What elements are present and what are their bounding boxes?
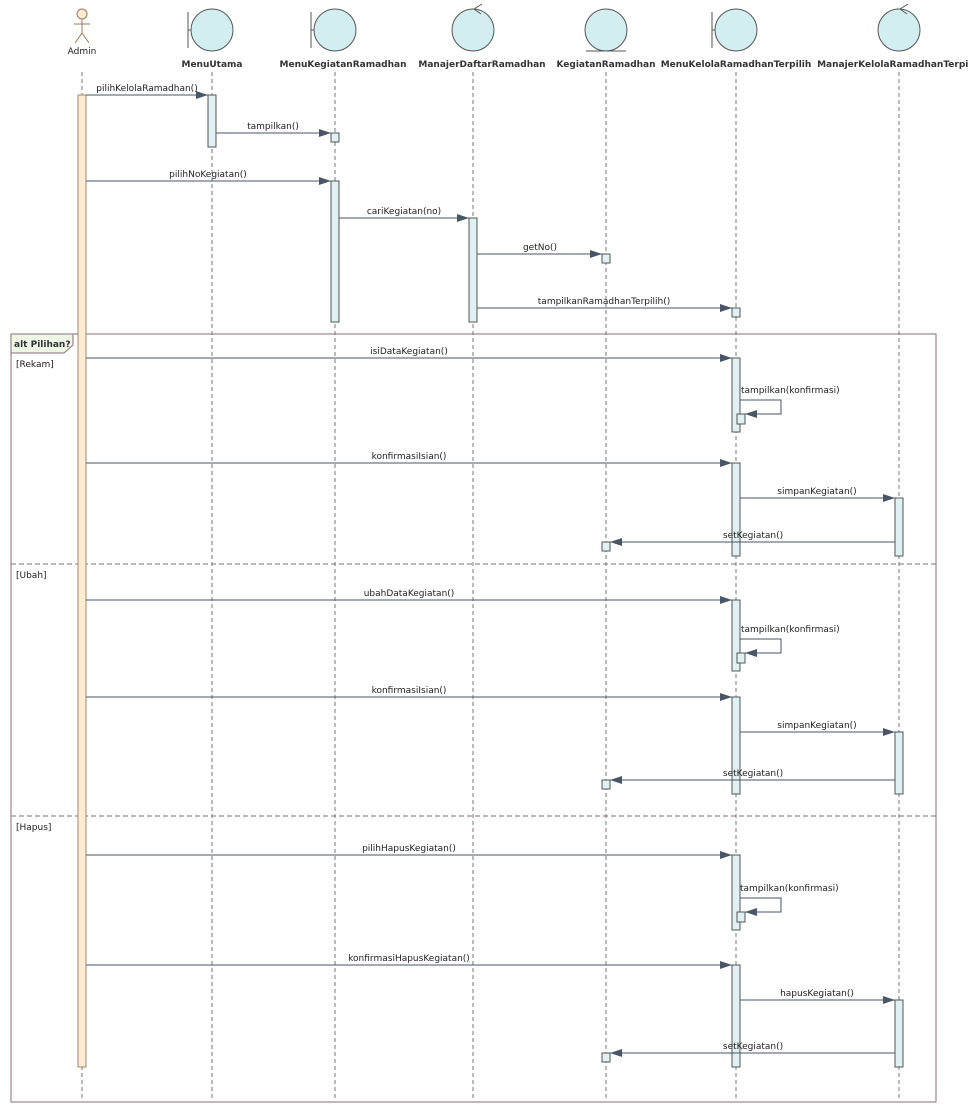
message-label: simpanKegiatan() (777, 721, 856, 731)
participant-kegiatanramadhan: KegiatanRamadhan (556, 8, 656, 70)
participant-menukegiatanramadhan: MenuKegiatanRamadhan (280, 8, 407, 70)
activation-bar (731, 357, 741, 433)
message-label: pilihKelolaRamadhan() (96, 84, 197, 94)
message-label: tampilkan(konfirmasi) (741, 386, 840, 396)
message-label: hapusKegiatan() (780, 989, 854, 999)
message-label: konfirmasiHapusKegiatan() (348, 954, 470, 964)
activation-bar (736, 911, 746, 923)
message: getNo() (477, 243, 602, 258)
message: simpanKegiatan() (740, 487, 895, 502)
guard-rekam: [Rekam] (16, 360, 54, 370)
boundary-icon (187, 8, 234, 52)
activation-bar (736, 413, 746, 425)
participant-manajerdaftarramadhan: ManajerDaftarRamadhan (418, 3, 546, 70)
activation-bar (731, 854, 741, 931)
fragment-tab (10, 333, 74, 354)
message: ubahDataKegiatan() (86, 589, 732, 604)
self-message: tampilkan(konfirmasi) (740, 884, 839, 916)
participant-admin: Admin (68, 8, 97, 57)
message-label: setKegiatan() (723, 531, 783, 541)
activation-bar (894, 731, 904, 795)
message-label: tampilkan(konfirmasi) (740, 884, 839, 894)
activation-bar (601, 541, 611, 552)
message-label: setKegiatan() (723, 1042, 783, 1052)
message-label: tampilkan() (247, 122, 299, 132)
participant-label: MenuUtama (181, 60, 242, 70)
message-label: ubahDataKegiatan() (364, 589, 455, 599)
activations (77, 94, 904, 1068)
message-label: cariKegiatan(no) (367, 207, 441, 217)
boundary-icon (711, 8, 758, 52)
participant-label: KegiatanRamadhan (556, 60, 655, 70)
participant-menukelolaramadhanterpilih: MenuKelolaRamadhanTerpilih (661, 8, 812, 70)
message-label: setKegiatan() (723, 769, 783, 779)
entity-icon (584, 8, 628, 52)
actor-icon (74, 8, 90, 44)
message: pilihKelolaRamadhan() (86, 84, 208, 99)
activation-bar (731, 964, 741, 1068)
message-label: pilihNoKegiatan() (169, 170, 247, 180)
participant-label: MenuKegiatanRamadhan (280, 60, 407, 70)
alt-fragment: alt Pilihan? [Rekam] [Ubah] [Hapus] (10, 333, 937, 1103)
message: setKegiatan() (610, 769, 895, 784)
activation-bar (731, 696, 741, 795)
message: setKegiatan() (610, 1042, 895, 1057)
message-label: konfirmasiIsian() (372, 686, 447, 696)
message-label: pilihHapusKegiatan() (362, 844, 456, 854)
activation-bar (894, 497, 904, 557)
fragment-frame (10, 333, 937, 1103)
message: konfirmasiIsian() (86, 452, 732, 467)
self-message: tampilkan(konfirmasi) (740, 625, 840, 657)
message-label: konfirmasiIsian() (372, 452, 447, 462)
boundary-icon (310, 8, 357, 52)
messages: pilihKelolaRamadhan() tampilkan() pilihN… (86, 84, 895, 1057)
message-label: tampilkan(konfirmasi) (741, 625, 840, 635)
message: hapusKegiatan() (740, 989, 895, 1004)
participant-label: Admin (68, 47, 97, 57)
message: pilihNoKegiatan() (86, 170, 331, 185)
activation-bar (468, 217, 478, 323)
message: isiDataKegiatan() (86, 347, 732, 362)
message: konfirmasiHapusKegiatan() (86, 954, 732, 969)
participant-label: ManajerKelolaRamadhanTerpilih (817, 60, 969, 70)
message: setKegiatan() (610, 531, 895, 546)
activation-bar (601, 1052, 611, 1063)
activation-bar (731, 307, 741, 318)
activation-bar (601, 253, 611, 264)
activation-bar (894, 999, 904, 1068)
self-message: tampilkan(konfirmasi) (740, 386, 840, 418)
participant-manajerkelolaramadhanterpilih: ManajerKelolaRamadhanTerpilih (817, 3, 969, 70)
activation-bar (731, 599, 741, 672)
message: simpanKegiatan() (740, 721, 895, 736)
control-icon (451, 3, 495, 52)
guard-hapus: [Hapus] (16, 823, 51, 833)
activation-bar (731, 462, 741, 557)
message: cariKegiatan(no) (339, 207, 469, 222)
activation-bar (207, 94, 217, 148)
participant-menuutama: MenuUtama (181, 8, 243, 70)
guard-ubah: [Ubah] (16, 571, 47, 581)
message-label: simpanKegiatan() (777, 487, 856, 497)
message: pilihHapusKegiatan() (86, 844, 732, 859)
lifelines (81, 72, 900, 1100)
activation-bar (736, 652, 746, 664)
participant-label: MenuKelolaRamadhanTerpilih (661, 60, 812, 70)
message: tampilkan() (216, 122, 331, 137)
activation-bar (601, 779, 611, 790)
message: tampilkanRamadhanTerpilih() (477, 297, 732, 312)
message-label: isiDataKegiatan() (370, 347, 448, 357)
message-label: tampilkanRamadhanTerpilih() (538, 297, 670, 307)
fragment-label: alt Pilihan? (14, 340, 71, 350)
activation-bar (330, 132, 340, 143)
activation-bar (330, 180, 340, 323)
control-icon (877, 3, 921, 52)
message: konfirmasiIsian() (86, 686, 732, 701)
message-label: getNo() (523, 243, 557, 253)
activation-bar (77, 94, 87, 1068)
participant-label: ManajerDaftarRamadhan (418, 60, 545, 70)
